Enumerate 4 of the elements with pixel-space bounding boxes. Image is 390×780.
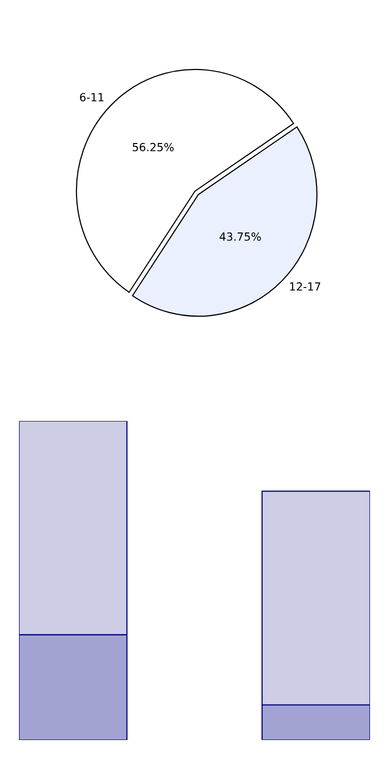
slice-label: 6-11 (80, 92, 104, 102)
data-label: 43.75% (220, 232, 261, 241)
data-label: 56.25% (132, 142, 174, 152)
slice-label: 12-17 (290, 282, 320, 291)
